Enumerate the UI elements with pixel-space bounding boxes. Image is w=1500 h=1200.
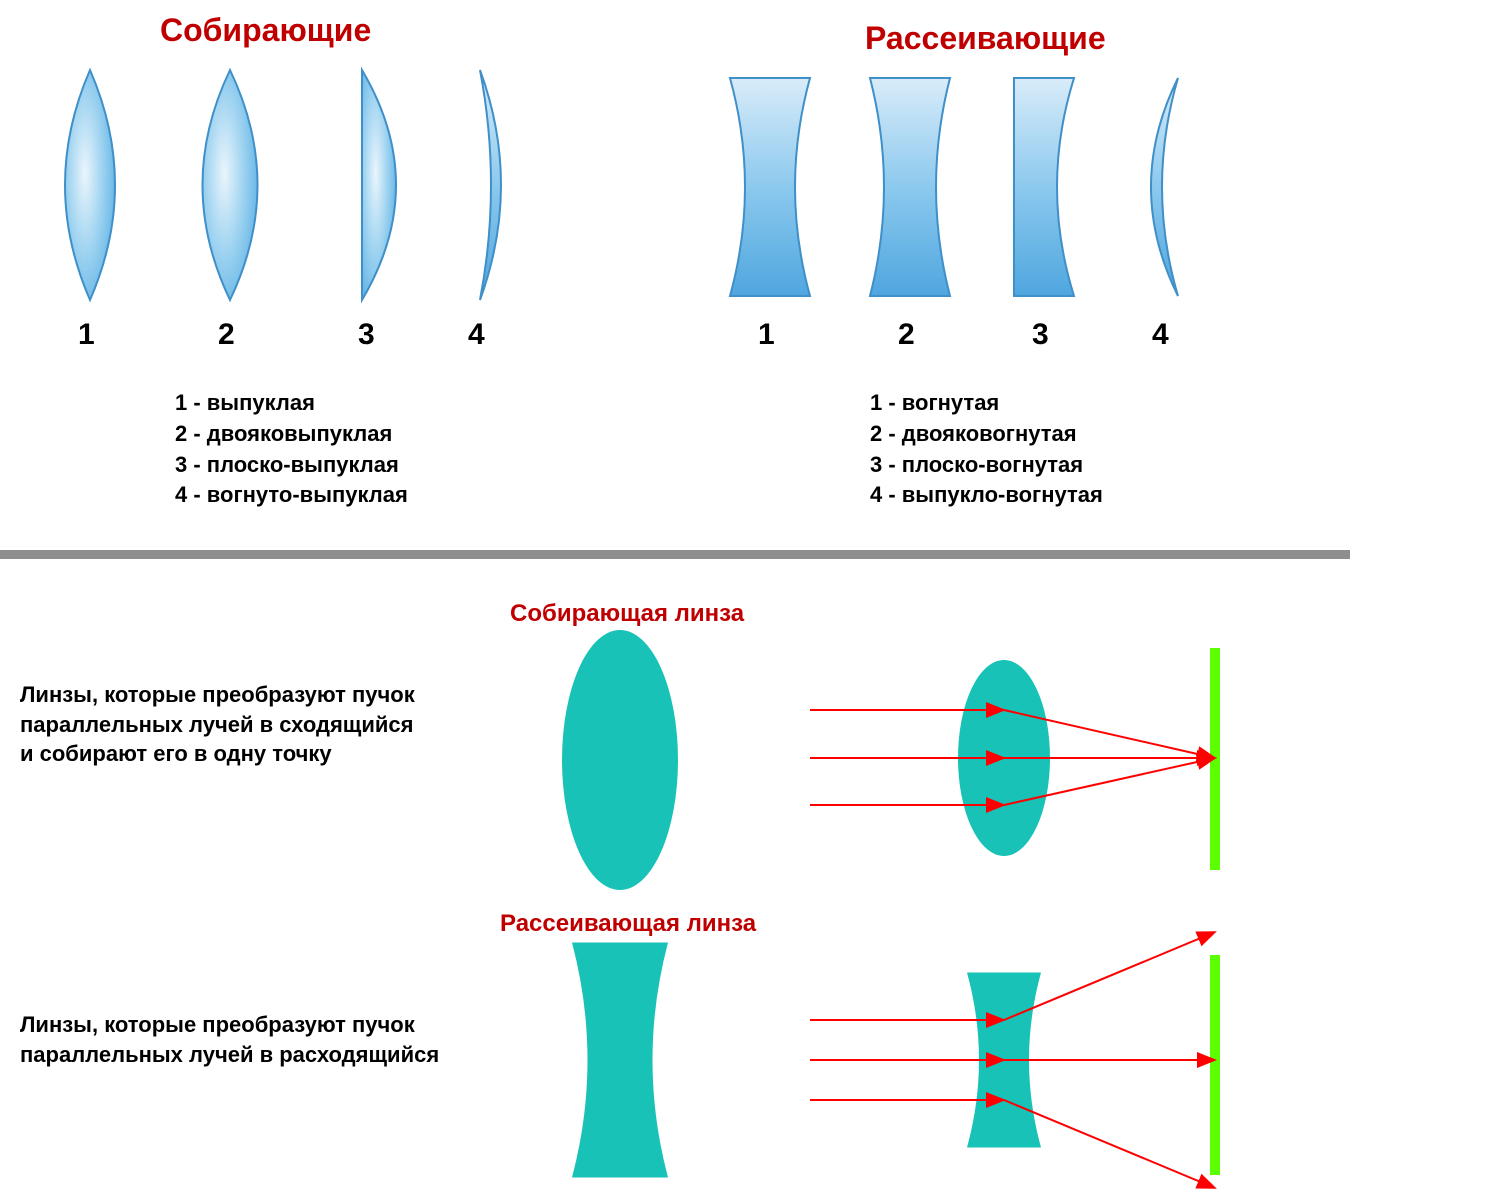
- legend-converging: 1 - выпуклая2 - двояковыпуклая3 - плоско…: [175, 388, 408, 511]
- subtitle: Рассеивающая линза: [500, 910, 756, 938]
- lens-number: 4: [468, 318, 485, 352]
- lens-convex-2: [203, 70, 258, 300]
- description: Линзы, которые преобразуют пучокпараллел…: [20, 680, 415, 769]
- description: Линзы, которые преобразуют пучокпараллел…: [20, 1010, 439, 1069]
- lens-number: 2: [898, 318, 915, 352]
- lens-concave-1: [730, 78, 810, 296]
- lens-convex-1: [65, 70, 115, 300]
- converging-lens-big: [562, 630, 678, 890]
- lens-convex-4: [480, 70, 501, 300]
- lens-concave-2: [870, 78, 950, 296]
- lens-number: 4: [1152, 318, 1169, 352]
- lens-concave-4: [1151, 78, 1178, 296]
- lens-number: 3: [358, 318, 375, 352]
- section-divider: [0, 550, 1350, 559]
- lens-number: 2: [218, 318, 235, 352]
- lens-number: 1: [758, 318, 775, 352]
- diverging-lens-big: [572, 943, 668, 1178]
- lens-number: 3: [1032, 318, 1049, 352]
- lens-number: 1: [78, 318, 95, 352]
- legend-diverging: 1 - вогнутая2 - двояковогнутая3 - плоско…: [870, 388, 1103, 511]
- lens-convex-3: [362, 70, 396, 300]
- lens-concave-3: [1014, 78, 1074, 296]
- subtitle: Собирающая линза: [510, 600, 744, 628]
